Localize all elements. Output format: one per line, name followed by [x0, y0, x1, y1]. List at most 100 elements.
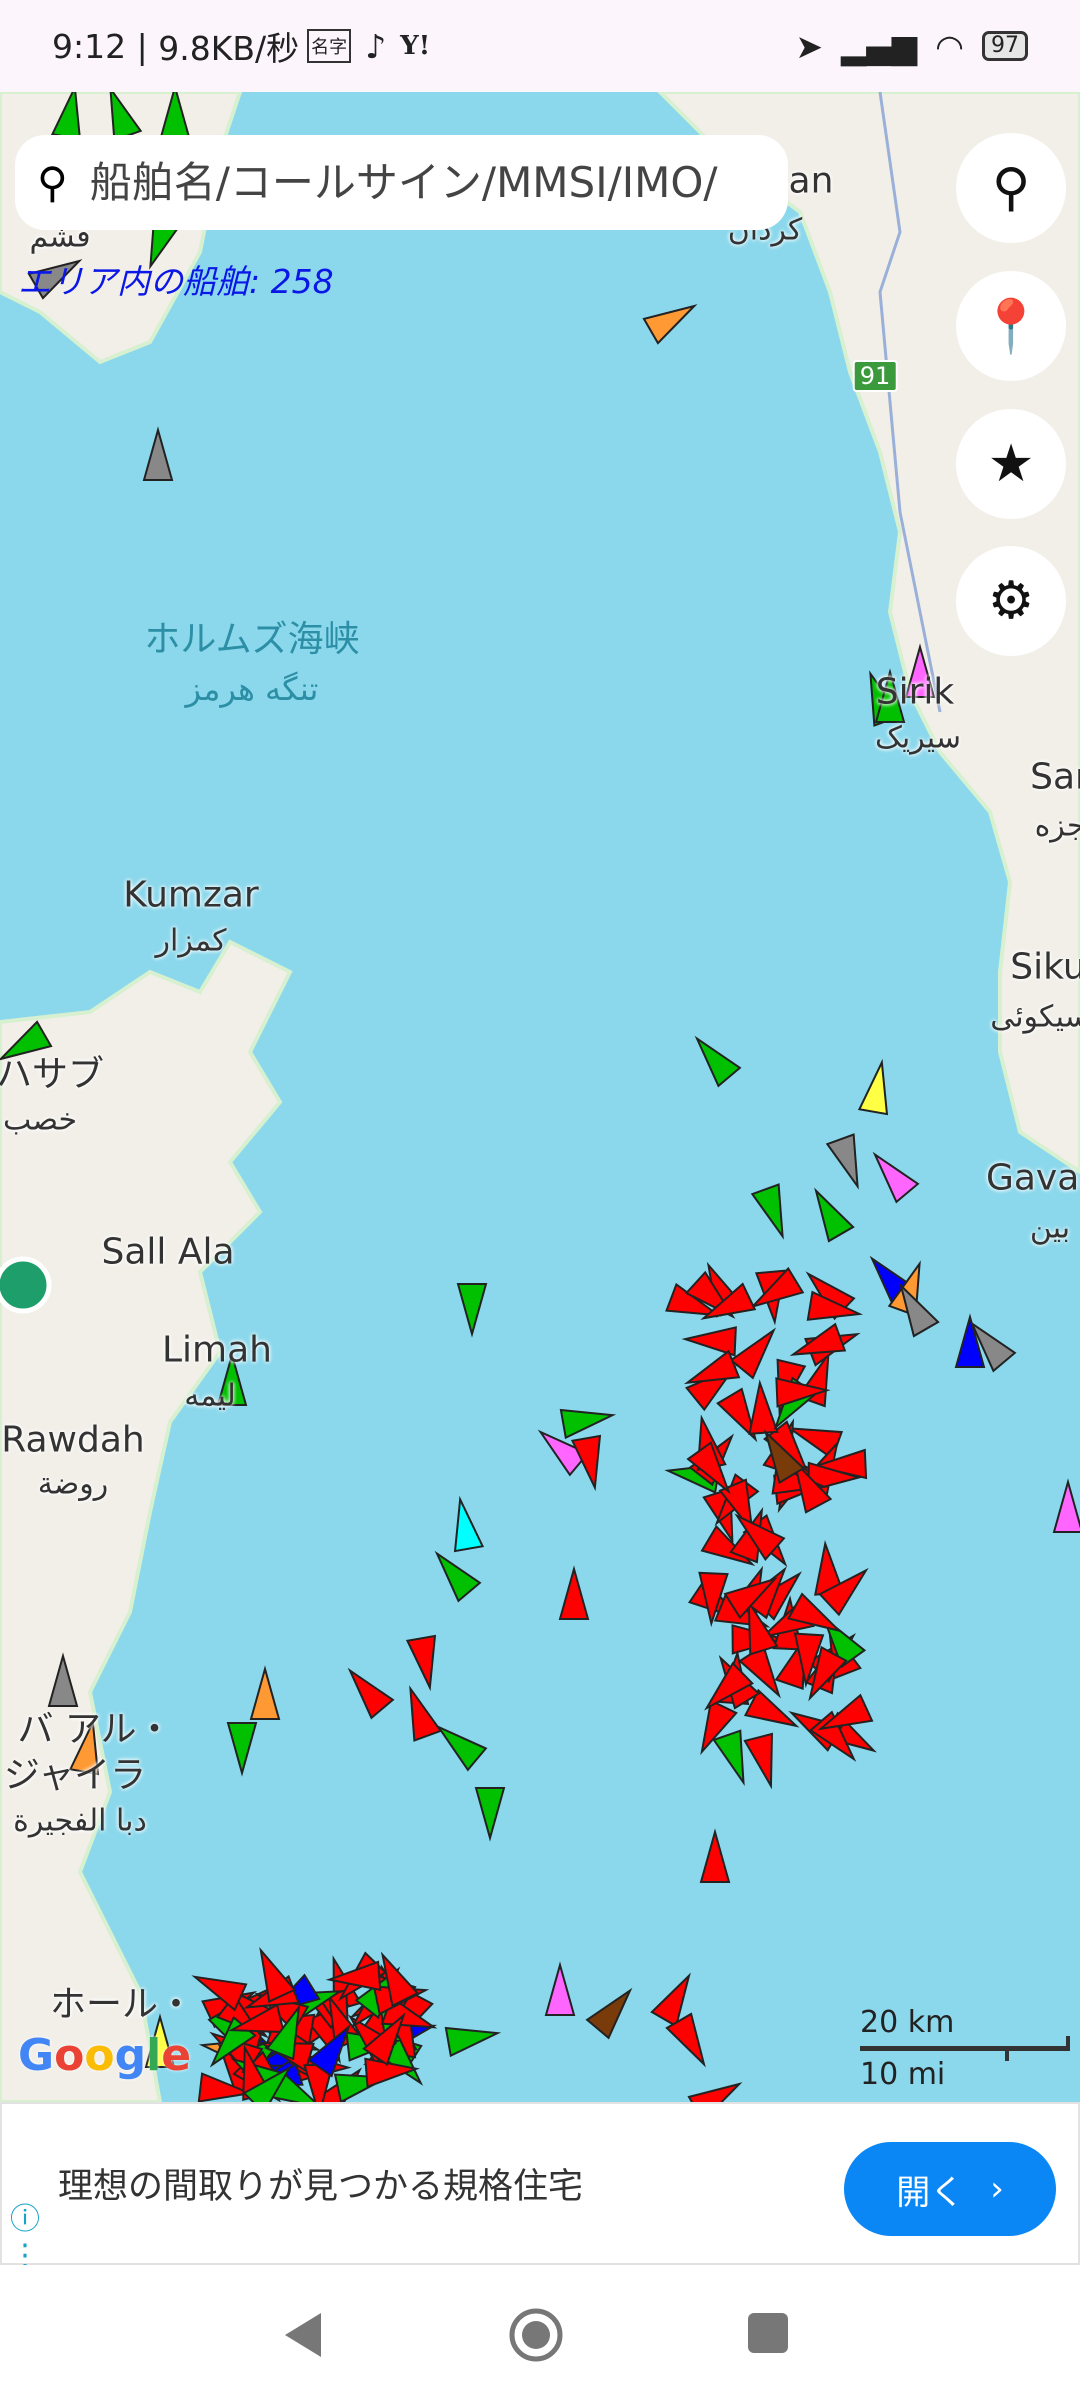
ship-marker[interactable]: [864, 1146, 920, 1204]
search-input[interactable]: [89, 158, 770, 207]
ship-marker[interactable]: [788, 1322, 847, 1368]
home-icon[interactable]: [508, 2307, 564, 2363]
ship-marker[interactable]: [362, 2007, 415, 2067]
ship-marker[interactable]: [456, 1283, 488, 1338]
ship-marker[interactable]: [825, 1133, 870, 1192]
ship-marker[interactable]: [446, 1495, 485, 1553]
ship-marker[interactable]: [339, 1662, 395, 1720]
ship-marker[interactable]: [723, 1567, 782, 1620]
ship-marker[interactable]: [961, 1315, 1017, 1373]
map-canvas[interactable]: [0, 92, 1080, 2102]
ship-marker[interactable]: [216, 1351, 248, 1406]
ship-marker[interactable]: [189, 1964, 248, 2012]
ship-marker[interactable]: [686, 1441, 740, 1500]
ship-marker[interactable]: [746, 1266, 805, 1318]
ship-marker[interactable]: [699, 1828, 731, 1883]
pin-button[interactable]: 📍: [956, 271, 1066, 381]
ship-marker[interactable]: [818, 1560, 876, 1617]
ship-marker[interactable]: [197, 2072, 254, 2102]
ship-marker[interactable]: [874, 668, 906, 723]
ship-marker[interactable]: [728, 1505, 786, 1562]
ship-marker[interactable]: [248, 1944, 297, 2004]
ship-marker[interactable]: [306, 2019, 361, 2078]
ship-marker[interactable]: [782, 1455, 833, 1514]
ship-marker[interactable]: [405, 1634, 443, 1692]
ship-marker[interactable]: [665, 2012, 716, 2071]
ship-marker[interactable]: [68, 1718, 106, 1776]
ship-marker[interactable]: [265, 2002, 312, 2061]
ship-marker[interactable]: [430, 1716, 488, 1772]
settings-button[interactable]: ⚙: [956, 546, 1066, 656]
ship-marker[interactable]: [532, 1421, 590, 1477]
ship-marker[interactable]: [697, 1661, 754, 1718]
ship-layer: [0, 92, 1080, 2102]
ship-marker[interactable]: [397, 1684, 443, 1742]
ship-marker[interactable]: [954, 1313, 986, 1368]
ship-marker[interactable]: [144, 2013, 176, 2068]
ship-marker[interactable]: [444, 2019, 502, 2058]
ship-marker[interactable]: [735, 1598, 779, 1656]
ship-marker[interactable]: [743, 1688, 802, 1738]
ad-open-button[interactable]: 開く ›: [844, 2142, 1056, 2236]
ship-marker[interactable]: [687, 2072, 746, 2102]
label-limah-ar: ليمه: [184, 1378, 236, 1414]
ship-marker[interactable]: [1052, 1478, 1080, 1533]
ship-marker[interactable]: [364, 2055, 420, 2089]
map[interactable]: ホルムズ海峡 تنگه هرمز Kumzar كمزار ハサブ خصب Sa…: [0, 92, 1080, 2102]
search-bar[interactable]: ⚲: [15, 135, 788, 230]
ship-marker[interactable]: [474, 1787, 506, 1842]
ship-marker[interactable]: [815, 1693, 874, 1741]
ship-marker[interactable]: [806, 1290, 864, 1328]
ship-marker[interactable]: [904, 643, 936, 698]
ad-banner[interactable]: ⓘ ⋮ 理想の間取りが見つかる規格住宅 開く ›: [0, 2102, 1080, 2273]
ship-marker[interactable]: [142, 426, 174, 481]
ad-info-icon[interactable]: ⓘ ⋮: [10, 2202, 40, 2273]
recents-icon[interactable]: [748, 2311, 788, 2355]
ship-marker[interactable]: [775, 1376, 831, 1408]
ship-marker[interactable]: [712, 1729, 757, 1787]
ship-marker[interactable]: [0, 1020, 53, 1071]
ship-marker[interactable]: [558, 1565, 590, 1620]
ship-marker[interactable]: [743, 1732, 785, 1790]
ship-marker[interactable]: [857, 1058, 895, 1116]
ship-marker[interactable]: [889, 1279, 940, 1338]
ship-marker[interactable]: [642, 294, 701, 345]
wifi-icon: ◠: [935, 26, 964, 66]
ship-marker[interactable]: [798, 1645, 848, 1704]
ship-marker[interactable]: [325, 1960, 382, 1994]
ship-marker[interactable]: [804, 1184, 855, 1243]
label-siku: Siku: [1010, 946, 1080, 988]
ship-marker[interactable]: [27, 249, 86, 300]
ship-marker[interactable]: [585, 1982, 641, 2040]
ship-marker[interactable]: [559, 1401, 617, 1440]
ship-marker[interactable]: [716, 1387, 768, 1446]
ship-marker[interactable]: [686, 1030, 742, 1088]
ship-marker[interactable]: [729, 1321, 784, 1380]
ship-marker[interactable]: [698, 1282, 757, 1331]
ship-marker[interactable]: [682, 1349, 741, 1396]
ship-marker[interactable]: [47, 1652, 79, 1707]
label-sall-ala: Sall Ala: [101, 1231, 235, 1273]
ship-marker[interactable]: [681, 1325, 737, 1357]
favorites-button[interactable]: ★: [956, 409, 1066, 519]
ship-marker[interactable]: [242, 2058, 299, 2102]
ship-marker[interactable]: [792, 1632, 825, 1689]
ship-marker[interactable]: [426, 1545, 482, 1603]
ship-marker[interactable]: [746, 1379, 779, 1435]
ship-marker[interactable]: [370, 1949, 420, 2008]
ship-marker[interactable]: [786, 1592, 845, 1643]
ship-marker[interactable]: [544, 1961, 576, 2016]
my-location-button[interactable]: ⚲: [956, 133, 1066, 243]
ship-marker[interactable]: [226, 1722, 258, 1777]
back-icon[interactable]: [283, 2311, 323, 2359]
ship-marker[interactable]: [750, 1183, 795, 1242]
ship-marker[interactable]: [228, 2003, 285, 2044]
ship-marker[interactable]: [697, 1571, 729, 1628]
ship-marker[interactable]: [754, 1425, 806, 1485]
ship-marker[interactable]: [650, 1969, 701, 2028]
ship-marker[interactable]: [665, 1282, 723, 1328]
ship-marker[interactable]: [689, 1699, 738, 1758]
ship-marker[interactable]: [808, 1710, 865, 1768]
ship-marker[interactable]: [249, 1665, 281, 1720]
ship-marker[interactable]: [570, 1434, 608, 1492]
